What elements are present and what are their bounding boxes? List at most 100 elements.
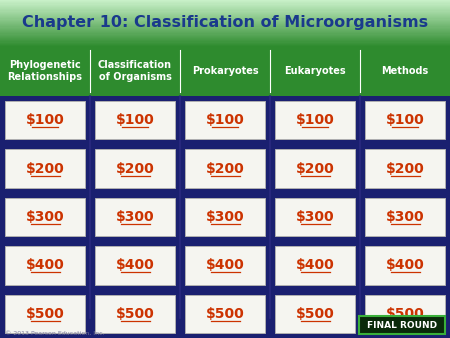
Bar bbox=[5, 101, 85, 139]
Bar bbox=[365, 295, 445, 333]
Bar bbox=[95, 198, 175, 236]
Bar bbox=[185, 295, 265, 333]
Bar bbox=[0, 28, 450, 29]
Text: $200: $200 bbox=[296, 162, 334, 176]
Bar bbox=[0, 0, 450, 2]
Text: $200: $200 bbox=[116, 162, 154, 176]
Text: $500: $500 bbox=[206, 307, 244, 321]
Text: $300: $300 bbox=[116, 210, 154, 224]
Bar bbox=[0, 33, 450, 35]
Text: $100: $100 bbox=[116, 113, 154, 127]
Bar bbox=[0, 24, 450, 26]
Text: $100: $100 bbox=[206, 113, 244, 127]
Text: $500: $500 bbox=[386, 307, 424, 321]
Bar bbox=[185, 149, 265, 188]
Bar bbox=[0, 22, 450, 24]
Bar bbox=[0, 35, 450, 37]
Bar bbox=[0, 96, 450, 338]
Bar bbox=[0, 37, 450, 39]
Bar bbox=[0, 13, 450, 14]
Bar bbox=[185, 101, 265, 139]
Bar bbox=[95, 149, 175, 188]
Bar bbox=[185, 198, 265, 236]
Text: $400: $400 bbox=[206, 258, 244, 272]
Bar bbox=[365, 101, 445, 139]
Bar bbox=[0, 2, 450, 4]
Text: $500: $500 bbox=[26, 307, 64, 321]
Bar bbox=[0, 20, 450, 21]
Text: $200: $200 bbox=[386, 162, 424, 176]
Text: $500: $500 bbox=[116, 307, 154, 321]
Bar bbox=[275, 101, 355, 139]
Bar bbox=[0, 8, 450, 10]
Text: $200: $200 bbox=[206, 162, 244, 176]
Text: $300: $300 bbox=[386, 210, 424, 224]
Text: Prokaryotes: Prokaryotes bbox=[192, 66, 258, 76]
Bar bbox=[0, 38, 450, 40]
Text: $100: $100 bbox=[296, 113, 334, 127]
Bar bbox=[0, 30, 450, 31]
Bar bbox=[0, 44, 450, 45]
Bar bbox=[0, 18, 450, 20]
Bar bbox=[0, 40, 450, 42]
Bar bbox=[0, 7, 450, 8]
Text: Classification
of Organisms: Classification of Organisms bbox=[98, 60, 172, 82]
Bar bbox=[0, 1, 450, 3]
Bar bbox=[275, 149, 355, 188]
Bar bbox=[0, 25, 450, 27]
Bar bbox=[365, 149, 445, 188]
Bar bbox=[359, 316, 445, 334]
Bar bbox=[275, 198, 355, 236]
Bar bbox=[0, 17, 450, 19]
Bar bbox=[0, 32, 450, 34]
Bar bbox=[275, 246, 355, 285]
Bar bbox=[5, 149, 85, 188]
Text: $400: $400 bbox=[26, 258, 64, 272]
Text: $400: $400 bbox=[386, 258, 424, 272]
Bar bbox=[5, 295, 85, 333]
Bar bbox=[0, 14, 450, 16]
Bar bbox=[0, 11, 450, 13]
Bar bbox=[0, 15, 450, 17]
Bar bbox=[5, 198, 85, 236]
Bar bbox=[0, 9, 450, 11]
Bar bbox=[0, 46, 450, 96]
Bar bbox=[0, 3, 450, 5]
Bar bbox=[95, 101, 175, 139]
Bar bbox=[95, 246, 175, 285]
Bar bbox=[0, 45, 450, 47]
Bar bbox=[0, 6, 450, 7]
Text: Phylogenetic
Relationships: Phylogenetic Relationships bbox=[8, 60, 82, 82]
Bar bbox=[185, 246, 265, 285]
Text: © 2013 Pearson Education, Inc.: © 2013 Pearson Education, Inc. bbox=[5, 331, 104, 336]
Bar bbox=[0, 43, 450, 44]
Text: $300: $300 bbox=[26, 210, 64, 224]
Text: $500: $500 bbox=[296, 307, 334, 321]
Bar bbox=[0, 21, 450, 22]
Text: $400: $400 bbox=[116, 258, 154, 272]
Text: $100: $100 bbox=[26, 113, 64, 127]
Bar bbox=[0, 29, 450, 30]
Bar bbox=[95, 295, 175, 333]
Bar bbox=[365, 246, 445, 285]
Bar bbox=[0, 10, 450, 12]
Text: Methods: Methods bbox=[382, 66, 428, 76]
Text: Chapter 10: Classification of Microorganisms: Chapter 10: Classification of Microorgan… bbox=[22, 16, 428, 30]
Text: $200: $200 bbox=[26, 162, 64, 176]
Bar bbox=[0, 31, 450, 33]
Bar bbox=[275, 295, 355, 333]
Text: $400: $400 bbox=[296, 258, 334, 272]
Bar bbox=[0, 23, 450, 25]
Text: $300: $300 bbox=[206, 210, 244, 224]
Text: Eukaryotes: Eukaryotes bbox=[284, 66, 346, 76]
Bar bbox=[365, 198, 445, 236]
Bar bbox=[0, 5, 450, 6]
Bar bbox=[0, 26, 450, 28]
Bar bbox=[0, 39, 450, 41]
Bar bbox=[0, 41, 450, 43]
Bar bbox=[0, 16, 450, 18]
Text: $100: $100 bbox=[386, 113, 424, 127]
Text: $300: $300 bbox=[296, 210, 334, 224]
Bar bbox=[5, 246, 85, 285]
Text: FINAL ROUND: FINAL ROUND bbox=[367, 320, 437, 330]
